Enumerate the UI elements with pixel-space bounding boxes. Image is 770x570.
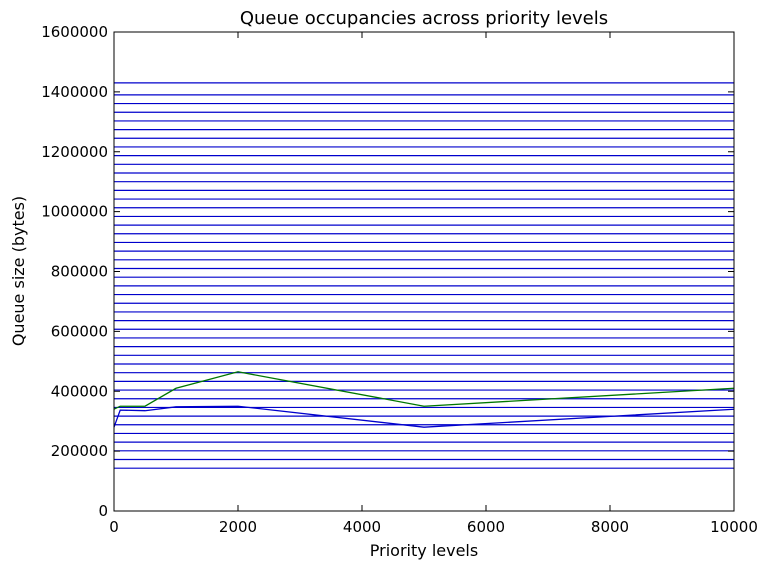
x-tick-label-5: 10000 bbox=[710, 518, 758, 536]
y-tick-label-5: 1000000 bbox=[41, 203, 108, 221]
y-tick-label-6: 1200000 bbox=[41, 143, 108, 161]
series-lines bbox=[113, 371, 735, 428]
x-tick-label-4: 8000 bbox=[591, 518, 629, 536]
y-axis: 0 200000 400000 600000 800000 1000000 1200000 1… bbox=[41, 23, 734, 520]
x-tick-label-0: 0 bbox=[109, 518, 119, 536]
y-tick-label-1: 200000 bbox=[51, 442, 108, 460]
x-tick-label-3: 6000 bbox=[467, 518, 505, 536]
series-line-0 bbox=[113, 405, 735, 428]
x-tick-label-2: 4000 bbox=[343, 518, 381, 536]
y-tick-label-4: 800000 bbox=[51, 263, 108, 281]
y-axis-label: Queue size (bytes) bbox=[9, 196, 28, 346]
horizontal-lines bbox=[114, 82, 734, 469]
y-tick-label-8: 1600000 bbox=[41, 23, 108, 41]
y-tick-label-0: 0 bbox=[98, 502, 108, 520]
series-line-1 bbox=[113, 371, 735, 410]
x-axis-label: Priority levels bbox=[370, 541, 478, 560]
y-tick-label-2: 400000 bbox=[51, 382, 108, 400]
y-tick-label-7: 1400000 bbox=[41, 83, 108, 101]
x-tick-label-1: 2000 bbox=[219, 518, 257, 536]
y-tick-label-3: 600000 bbox=[51, 322, 108, 340]
chart-title: Queue occupancies across priority levels bbox=[240, 8, 608, 29]
x-axis: 0 2000 4000 6000 8000 10000 bbox=[109, 32, 758, 536]
